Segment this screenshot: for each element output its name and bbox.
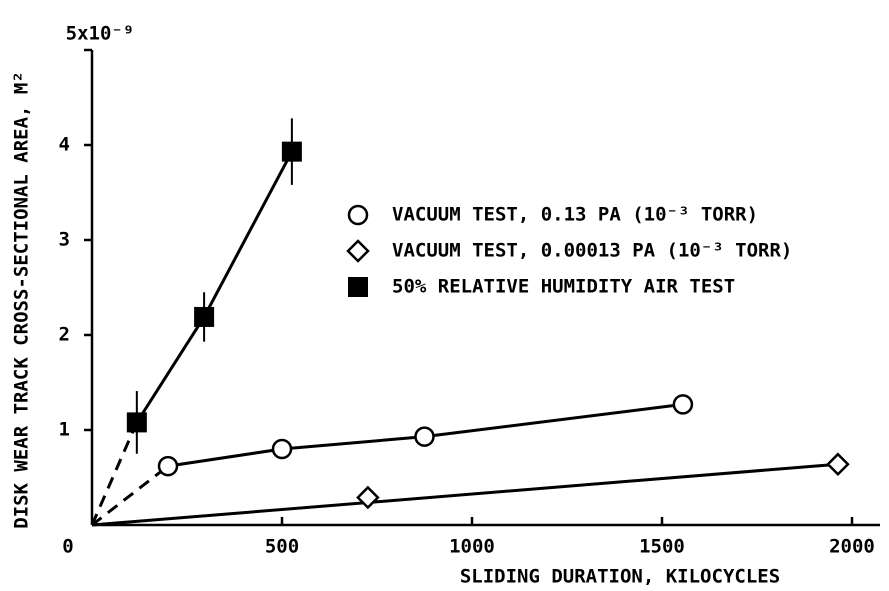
trend-origin (91, 462, 839, 527)
y-tick-label: 1 (59, 419, 70, 441)
marker-circle (672, 394, 694, 415)
legend-marker (347, 204, 369, 226)
legend-marker (346, 239, 370, 263)
trend-line (167, 402, 684, 468)
x-tick-label: 1500 (639, 536, 685, 558)
y-tick-label: 3 (59, 229, 70, 251)
x-tick-label: 2000 (829, 536, 875, 558)
marker-diamond (356, 485, 380, 510)
y-tick-label: 4 (59, 134, 70, 156)
trend-origin (91, 464, 169, 527)
marker-square (126, 412, 147, 433)
y-tick-label: 2 (59, 324, 70, 346)
marker-diamond (826, 452, 850, 476)
y-tick-label: 5x10⁻⁹ (66, 23, 135, 45)
x-axis-label: SLIDING DURATION, KILOCYCLES (460, 566, 780, 588)
legend-label: 50% RELATIVE HUMIDITY AIR TEST (392, 276, 735, 298)
x-tick-label: 1000 (449, 536, 495, 558)
marker-circle (271, 438, 293, 460)
marker-circle (414, 426, 435, 447)
marker-circle (157, 455, 179, 477)
marker-square (281, 141, 302, 162)
x-tick-label: 0 (62, 536, 73, 558)
legend-marker (348, 277, 368, 297)
y-axis-label: DISK WEAR TRACK CROSS-SECTIONAL AREA, M² (11, 71, 33, 529)
x-tick-label: 500 (265, 536, 299, 558)
legend-label: VACUUM TEST, 0.00013 PA (10⁻³ TORR) (392, 240, 792, 262)
trend-origin (90, 421, 139, 526)
trend-line (135, 150, 294, 424)
legend-label: VACUUM TEST, 0.13 PA (10⁻³ TORR) (392, 204, 758, 226)
marker-square (194, 306, 215, 327)
